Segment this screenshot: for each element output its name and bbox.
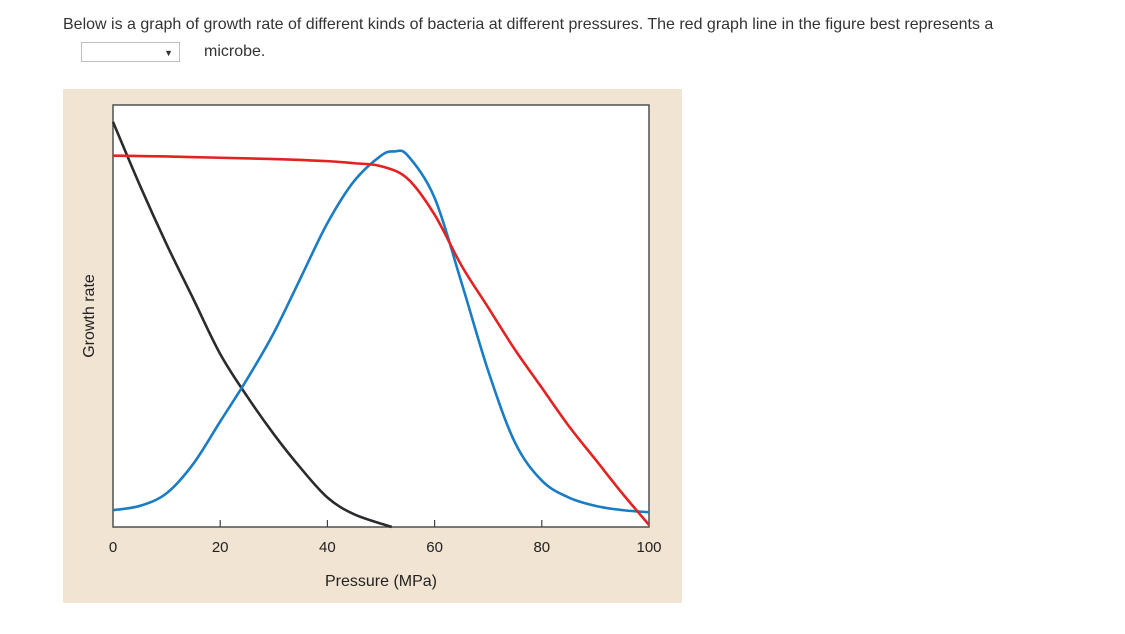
growth-rate-chart: 0 20 40 60 80 100 Pressure (MPa) Growth rate: [81, 104, 662, 590]
chevron-down-icon: ▼: [164, 48, 173, 58]
y-axis-title: Growth rate: [81, 274, 98, 358]
x-tick-label-80: 80: [533, 539, 550, 556]
answer-dropdown[interactable]: ▼: [81, 42, 180, 62]
black-growth-line: [111, 121, 393, 529]
x-axis-title: Pressure (MPa): [325, 573, 437, 590]
question-text: Below is a graph of growth rate of diffe…: [63, 16, 994, 33]
blue-growth-line: [112, 149, 650, 514]
question-suffix: microbe.: [204, 43, 266, 60]
growth-rate-figure: 0 20 40 60 80 100 Pressure (MPa) Growth rate: [63, 89, 682, 603]
x-tick-label-20: 20: [212, 539, 229, 556]
red-growth-line: [112, 154, 650, 526]
x-tick-label-0: 0: [109, 539, 117, 556]
x-tick-label-100: 100: [636, 539, 661, 556]
x-tick-label-40: 40: [319, 539, 336, 556]
x-tick-label-60: 60: [426, 539, 443, 556]
